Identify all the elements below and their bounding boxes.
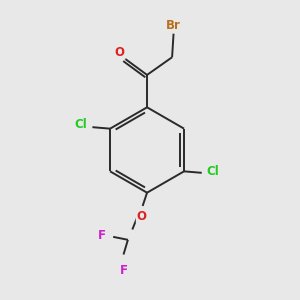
Text: Cl: Cl — [206, 165, 219, 178]
Text: F: F — [98, 229, 106, 242]
Text: F: F — [119, 264, 128, 277]
Text: O: O — [137, 210, 147, 223]
Text: O: O — [115, 46, 125, 59]
Text: Br: Br — [166, 19, 181, 32]
Text: Cl: Cl — [75, 118, 88, 131]
